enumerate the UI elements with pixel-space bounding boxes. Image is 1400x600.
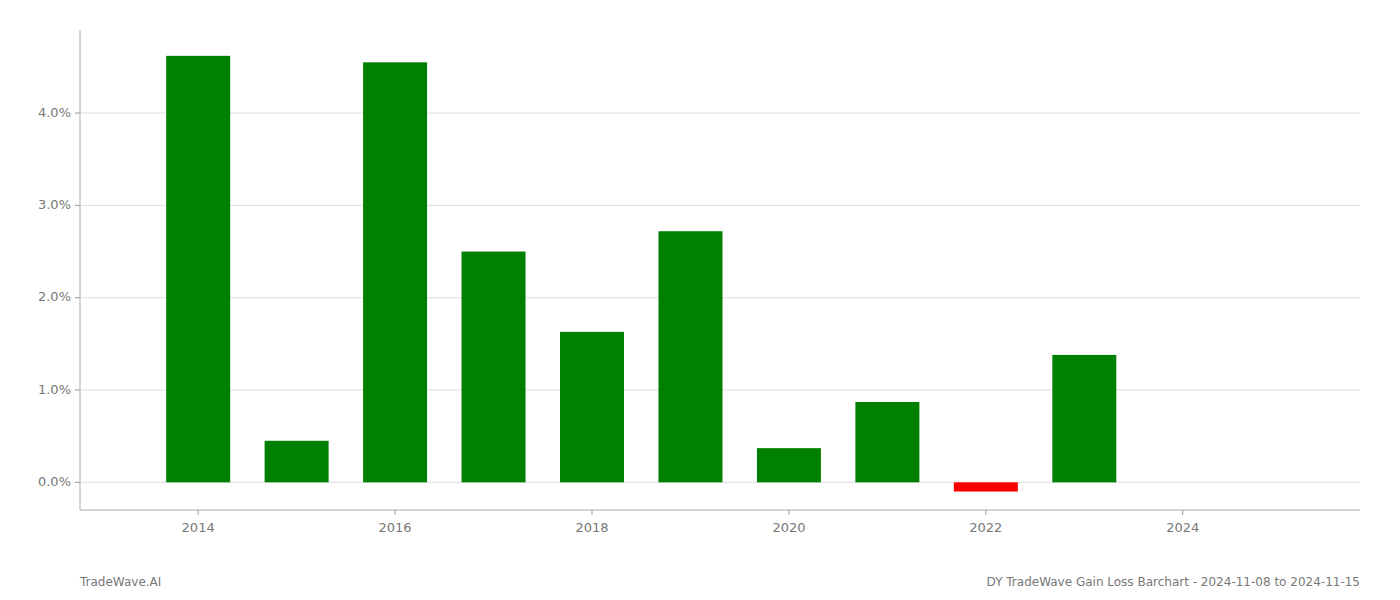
x-tick (1182, 510, 1183, 515)
x-tick-label: 2020 (772, 520, 805, 535)
grid-line (80, 205, 1360, 206)
x-tick-label: 2024 (1166, 520, 1199, 535)
grid-line (80, 113, 1360, 114)
y-tick-label: 1.0% (38, 382, 71, 397)
bar (265, 441, 329, 483)
x-tick (788, 510, 789, 515)
y-tick (75, 390, 80, 391)
bar (462, 252, 526, 483)
background (0, 0, 1400, 600)
x-tick-label: 2014 (182, 520, 215, 535)
y-tick-label: 0.0% (38, 474, 71, 489)
bar (166, 56, 230, 482)
y-tick (75, 482, 80, 483)
bar (658, 231, 722, 482)
y-grid (80, 113, 1360, 482)
y-axis-line (80, 30, 81, 510)
bar (954, 482, 1018, 491)
y-tick (75, 297, 80, 298)
bar (1052, 355, 1116, 482)
y-tick (75, 205, 80, 206)
x-tick (592, 510, 593, 515)
x-tick (198, 510, 199, 515)
y-tick (75, 113, 80, 114)
y-tick-label: 2.0% (38, 289, 71, 304)
bar (363, 62, 427, 482)
x-tick (985, 510, 986, 515)
bar (757, 448, 821, 482)
bar (855, 402, 919, 482)
y-tick-label: 3.0% (38, 197, 71, 212)
x-axis-line (80, 510, 1360, 511)
chart-svg: 0.0% 1.0% 2.0% 3.0% 4.0% 2014 2016 2018 2020 2022… (0, 0, 1400, 600)
x-tick-label: 2018 (575, 520, 608, 535)
footer-annotation: TradeWave.AI (79, 575, 161, 589)
x-tick (395, 510, 396, 515)
bars (166, 56, 1116, 492)
footer-annotation: DY TradeWave Gain Loss Barchart - 2024-1… (987, 575, 1360, 589)
bar (560, 332, 624, 482)
y-tick-label: 4.0% (38, 105, 71, 120)
x-tick-label: 2022 (969, 520, 1002, 535)
chart-container: 0.0% 1.0% 2.0% 3.0% 4.0% 2014 2016 2018 2020 2022… (0, 0, 1400, 600)
x-tick-label: 2016 (379, 520, 412, 535)
